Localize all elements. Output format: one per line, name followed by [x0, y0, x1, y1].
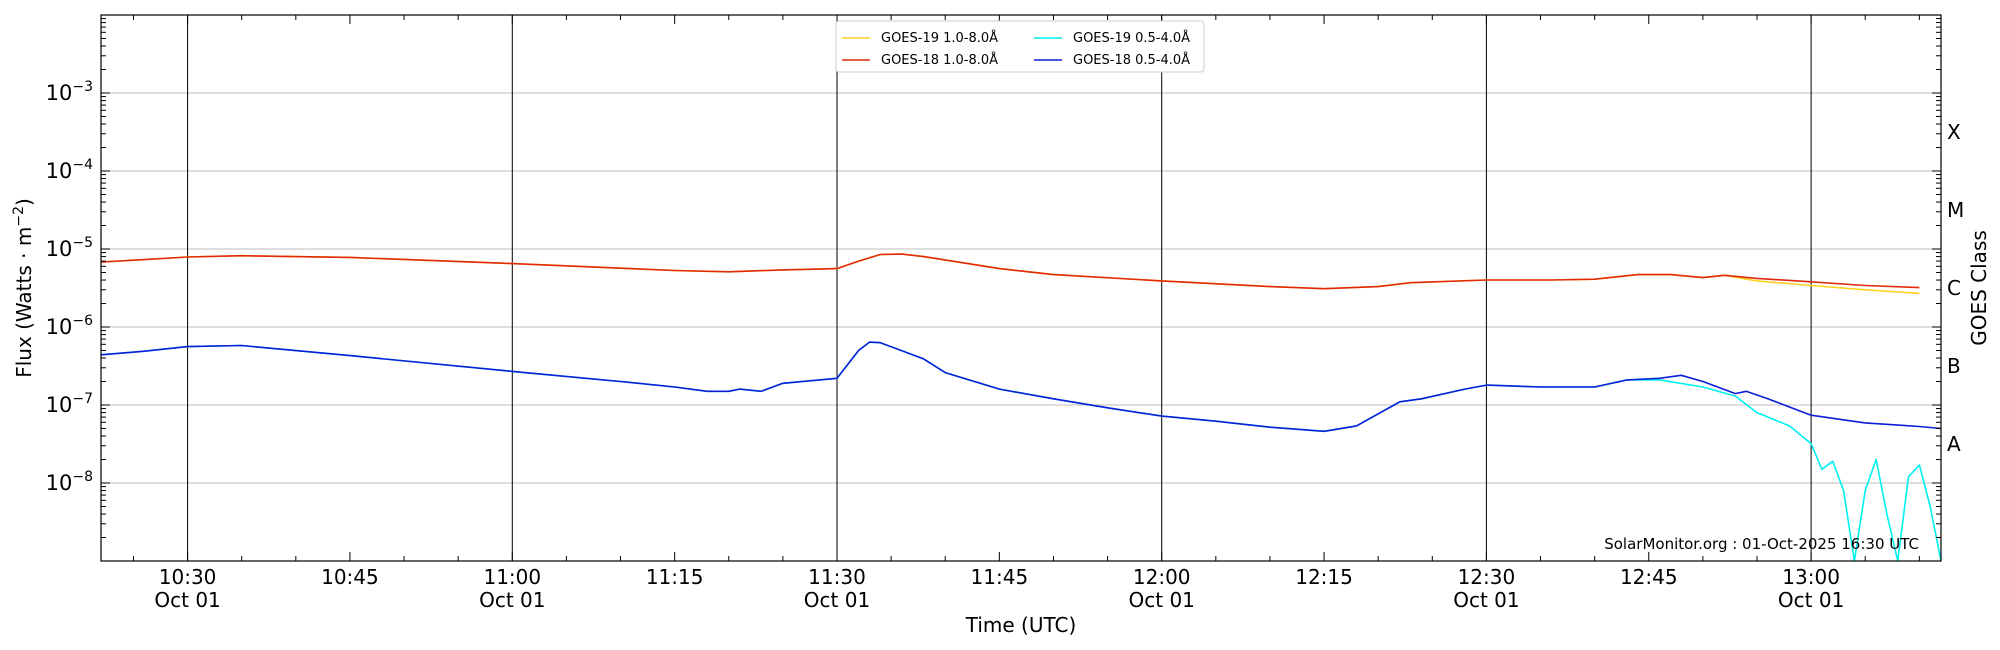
y-axis-label: Flux (Watts · m−2)	[11, 198, 36, 378]
x-tick-label: 12:45	[1620, 565, 1678, 589]
x-tick-date-label: Oct 01	[154, 588, 220, 612]
source-annotation: SolarMonitor.org : 01-Oct-2025 16:30 UTC	[1604, 535, 1919, 553]
x-axis-label: Time (UTC)	[965, 613, 1077, 637]
goes-class-b: B	[1947, 354, 1961, 378]
x-tick-date-label: Oct 01	[479, 588, 545, 612]
x-tick-label: 10:30	[159, 565, 217, 589]
x-tick-date-label: Oct 01	[1778, 588, 1844, 612]
legend-label-goes19-short: GOES-19 0.5-4.0Å	[1073, 30, 1190, 46]
x-tick-label: 11:00	[483, 565, 541, 589]
x-tick-label: 11:15	[646, 565, 704, 589]
legend-label-goes18-short: GOES-18 0.5-4.0Å	[1073, 52, 1190, 68]
legend-label-goes18-long: GOES-18 1.0-8.0Å	[881, 52, 998, 68]
series-lines	[100, 253, 1942, 562]
goes-class-a: A	[1947, 432, 1961, 456]
legend-box	[835, 20, 1205, 73]
goes-class-m: M	[1947, 198, 1964, 222]
grid-lines	[101, 92, 1941, 484]
y-tick-label: 10−4	[46, 157, 93, 183]
x-tick-label: 12:00	[1133, 565, 1191, 589]
y-tick-label: 10−7	[46, 391, 93, 417]
series-goes18-long	[100, 253, 1920, 290]
x-tick-label: 11:30	[808, 565, 866, 589]
x-tick-date-label: Oct 01	[1129, 588, 1195, 612]
plot-frame	[100, 14, 1942, 562]
x-tick-label: 12:30	[1458, 565, 1516, 589]
x-tick-label: 12:15	[1295, 565, 1353, 589]
x-tick-label: 10:45	[321, 565, 379, 589]
series-goes18-short	[100, 341, 1942, 433]
axis-ticks	[101, 15, 1941, 562]
y-tick-label: 10−8	[46, 469, 93, 495]
y-tick-label: 10−5	[46, 235, 93, 261]
y-tick-labels: 10−8 10−7 10−6 10−5 10−4 10−3	[46, 79, 93, 495]
goes-class-axis-label: GOES Class	[1967, 230, 1991, 346]
x-tick-date-label: Oct 01	[804, 588, 870, 612]
legend-label-goes19-long: GOES-19 1.0-8.0Å	[881, 30, 998, 46]
day-time-lines	[187, 15, 1812, 561]
x-tick-label: 11:45	[971, 565, 1029, 589]
y-tick-label: 10−6	[46, 313, 93, 339]
goes-class-c: C	[1947, 276, 1961, 300]
legend: GOES-19 1.0-8.0Å GOES-18 1.0-8.0Å GOES-1…	[835, 20, 1205, 73]
goes-class-x: X	[1947, 120, 1961, 144]
x-tick-date-label: Oct 01	[1453, 588, 1519, 612]
x-tick-label: 13:00	[1782, 565, 1840, 589]
goes-class-labels: A B C M X	[1947, 120, 1964, 456]
y-tick-label: 10−3	[46, 79, 93, 105]
